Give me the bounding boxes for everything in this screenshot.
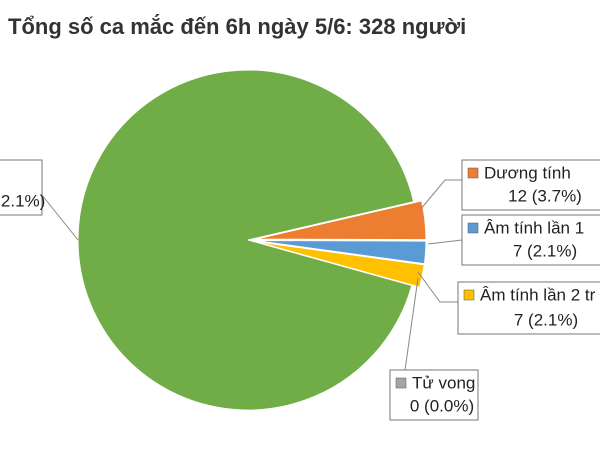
label-box bbox=[457, 281, 600, 335]
leader-line bbox=[404, 277, 419, 371]
pie-slice bbox=[77, 69, 415, 411]
label-name: Dương tính bbox=[484, 163, 571, 182]
label-name: Âm tính lần 1 bbox=[484, 218, 584, 237]
value-label: 302 (92.1%) bbox=[0, 191, 45, 210]
leader-line bbox=[427, 239, 463, 245]
pie-slice bbox=[255, 200, 427, 241]
leader-line bbox=[419, 179, 462, 211]
value-label: 7 (2.1%) bbox=[513, 241, 577, 260]
value-label: 7 (2.1%) bbox=[514, 310, 578, 329]
legend-key bbox=[395, 377, 407, 389]
leader-line bbox=[417, 271, 458, 303]
label-box bbox=[0, 159, 43, 216]
value-label: 0 (0.0%) bbox=[410, 396, 474, 415]
label-box bbox=[461, 159, 600, 211]
value-label: 12 (3.7%) bbox=[508, 186, 582, 205]
label-box bbox=[461, 214, 600, 266]
leader-line bbox=[41, 194, 79, 241]
pie-slice bbox=[255, 241, 425, 288]
chart-title: Tổng số ca mắc đến 6h ngày 5/6: 328 ngườ… bbox=[8, 14, 466, 39]
legend-key bbox=[467, 167, 479, 179]
pie-slice bbox=[255, 240, 427, 265]
label-name: Tử vong bbox=[412, 373, 475, 392]
label-name: Âm tính lần 2 tr bbox=[480, 285, 596, 304]
legend-key bbox=[467, 222, 479, 234]
legend-key bbox=[463, 289, 475, 301]
